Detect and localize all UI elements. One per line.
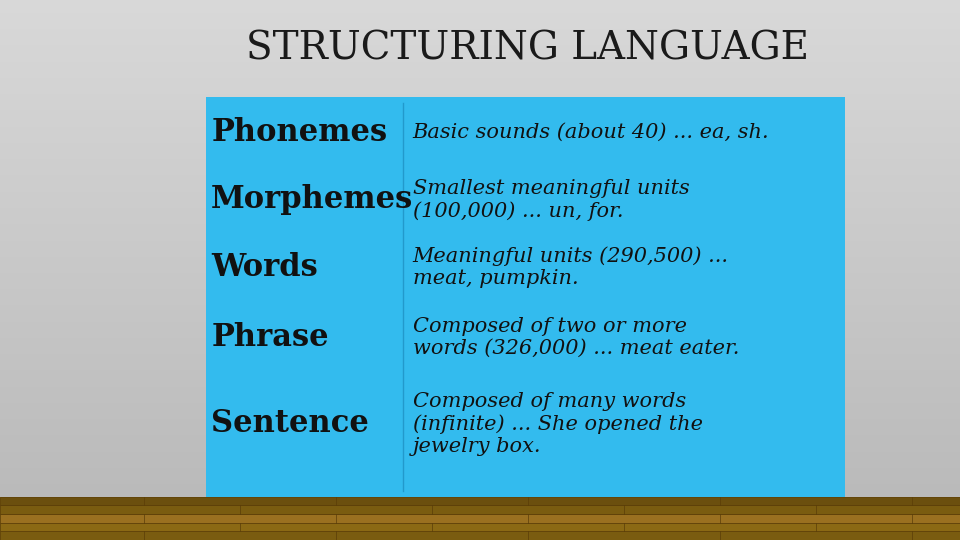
FancyBboxPatch shape [0,497,960,540]
Bar [0,531,960,540]
Text: Phonemes: Phonemes [211,117,387,148]
Text: Composed of many words
(infinite) ... She opened the
jewelry box.: Composed of many words (infinite) ... Sh… [413,392,703,456]
Text: Meaningful units (290,500) ... 
meat, pumpkin.: Meaningful units (290,500) ... meat, pum… [413,246,735,288]
Text: Sentence: Sentence [211,408,369,440]
Text: Phrase: Phrase [211,322,329,353]
Text: Composed of two or more
words (326,000) ... meat eater.: Composed of two or more words (326,000) … [413,317,739,358]
FancyBboxPatch shape [206,97,845,497]
Bar [0,514,960,523]
Text: Smallest meaningful units
(100,000) ... un, for.: Smallest meaningful units (100,000) ... … [413,179,689,221]
Bar [0,505,960,514]
Text: STRUCTURING LANGUAGE: STRUCTURING LANGUAGE [247,30,809,67]
Bar [0,497,960,505]
Text: Morphemes: Morphemes [211,184,414,215]
Text: Words: Words [211,252,318,283]
Text: Basic sounds (about 40) ... ea, sh.: Basic sounds (about 40) ... ea, sh. [413,123,769,142]
Bar [0,523,960,531]
